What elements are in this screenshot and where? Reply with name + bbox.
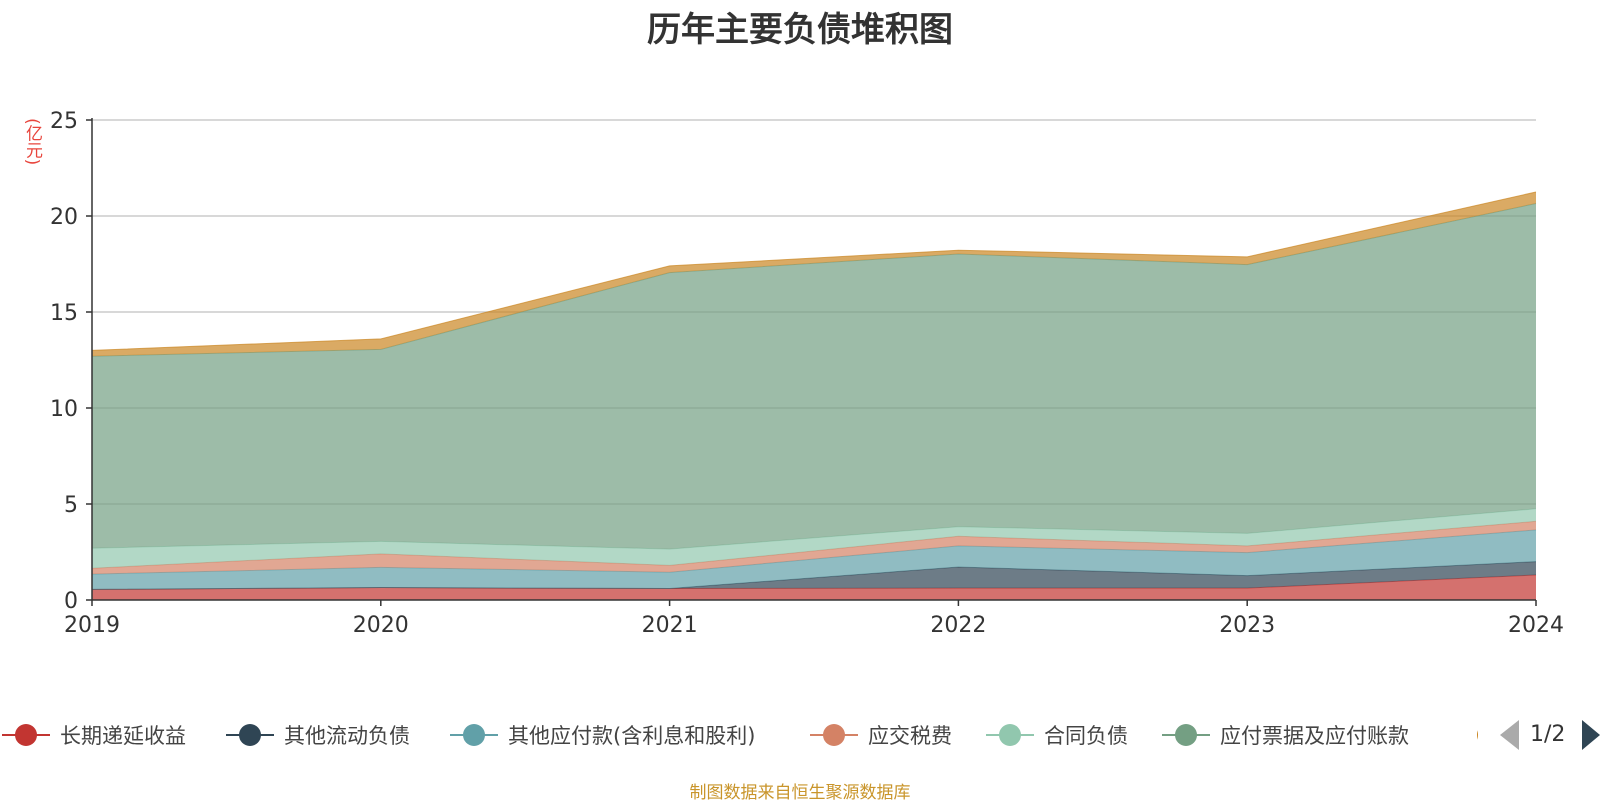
legend-circle-icon	[224, 715, 276, 755]
area-series-0	[92, 575, 1536, 600]
legend-circle-icon	[1160, 715, 1212, 755]
x-tick-label: 2020	[353, 613, 409, 638]
x-tick-label: 2019	[64, 613, 120, 638]
area-series-1	[92, 561, 1536, 590]
legend-circle-icon	[0, 715, 52, 755]
y-tick-label: 25	[50, 109, 78, 134]
legend-label: 其他应付款(含利息和股利)	[508, 724, 756, 748]
y-tick-label: 15	[50, 301, 78, 326]
area-series-line-6	[91, 191, 1537, 351]
legend-item-other-current-liabilities[interactable]: 其他流动负债	[224, 715, 410, 755]
chart-title: 历年主要负债堆积图	[647, 10, 953, 50]
area-series-2	[92, 529, 1536, 590]
legend-label: 合同负债	[1044, 724, 1128, 748]
y-tick-label: 0	[64, 589, 78, 614]
x-tick-label: 2022	[930, 613, 986, 638]
legend: 长期递延收益 其他流动负债 其他应付款(含利息和股利) 应交税费 合同负债 应付…	[0, 715, 1600, 755]
legend-item-clipped[interactable]	[1462, 715, 1478, 755]
legend-label: 应付票据及应付账款	[1220, 724, 1409, 748]
legend-item-other-payables[interactable]: 其他应付款(含利息和股利)	[448, 715, 755, 755]
legend-next-page-icon[interactable]	[1582, 720, 1600, 750]
legend-item-notes-and-accounts-payable[interactable]: 应付票据及应付账款	[1160, 715, 1409, 755]
legend-circle-icon	[448, 715, 500, 755]
legend-label: 其他流动负债	[284, 724, 410, 748]
source-note: 制图数据来自恒生聚源数据库	[689, 783, 911, 803]
stacked-area-chart: 0 5 10 15 20 25 2019 2020 2021 2022 2023 2024	[50, 109, 1564, 638]
legend-circle-icon	[808, 715, 860, 755]
x-tick-label: 2021	[642, 613, 698, 638]
area-series-5	[92, 203, 1536, 550]
y-tick-label: 10	[50, 397, 78, 422]
y-tick-label: 20	[50, 205, 78, 230]
legend-label: 应交税费	[868, 724, 952, 748]
legend-item-contract-liabilities[interactable]: 合同负债	[984, 715, 1128, 755]
legend-label: 长期递延收益	[60, 724, 186, 748]
x-tick-label: 2023	[1219, 613, 1275, 638]
y-axis-unit-label: (亿元)	[22, 118, 42, 166]
legend-item-long-term-deferred-income[interactable]: 长期递延收益	[0, 715, 186, 755]
legend-item-taxes-payable[interactable]: 应交税费	[808, 715, 952, 755]
legend-circle-icon	[984, 715, 1036, 755]
legend-page-indicator: 1/2	[1530, 722, 1566, 747]
legend-prev-page-icon[interactable]	[1500, 720, 1519, 750]
y-tick-label: 5	[64, 493, 78, 518]
area-series-3	[92, 521, 1536, 575]
area-series-4	[92, 508, 1536, 569]
x-tick-label: 2024	[1508, 613, 1564, 638]
